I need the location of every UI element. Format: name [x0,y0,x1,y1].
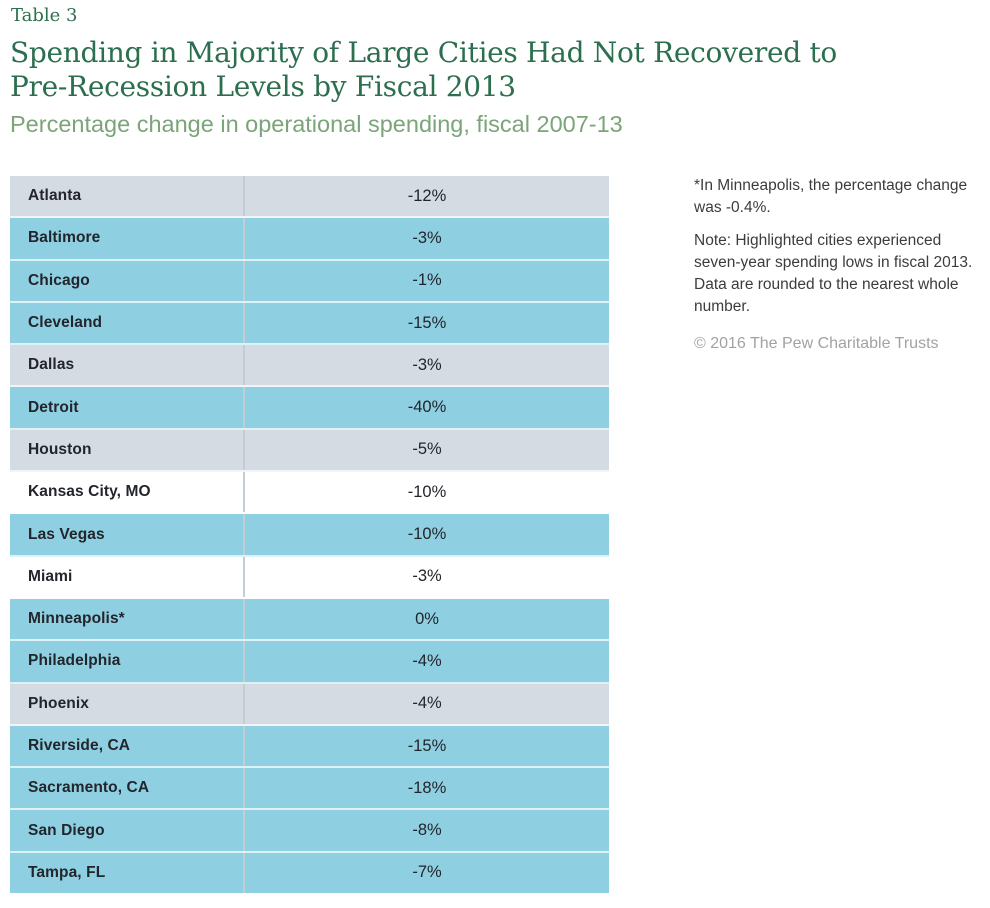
table-row: Chicago -1% [10,260,609,303]
table-row: Tampa, FL -7% [10,852,609,894]
note-line: seven-year spending lows in fiscal 2013. [694,254,973,271]
table-row: Riverside, CA -15% [10,725,609,769]
note-line: *In Minneapolis, the percentage change [694,177,968,194]
value-cell: -8% [243,810,609,851]
city-cell: Riverside, CA [28,737,131,754]
value-cell: 0% [243,598,609,640]
city-cell: Miami [28,567,73,585]
city-cell: Houston [28,440,92,458]
note-line: was -0.4%. [694,199,771,216]
city-cell: Detroit [28,398,79,416]
city-cell: Kansas City, MO [28,483,151,501]
value-cell: -18% [243,768,609,809]
value-cell: -4% [243,641,609,682]
city-cell: Philadelphia [28,652,121,670]
table-number-label: Table 3 [11,5,78,26]
notes-panel: *In Minneapolis, the percentage change w… [694,175,986,355]
city-cell: Las Vegas [28,525,105,543]
city-cell: Sacramento, CA [28,779,150,797]
table-row: Cleveland -15% [10,302,609,346]
table-row: Minneapolis* 0% [10,598,609,642]
city-cell: Atlanta [28,187,82,205]
table-row: Baltimore -3% [10,218,609,261]
value-cell: -10% [243,514,609,555]
value-cell: -3% [243,556,609,597]
figure-title: Spending in Majority of Large Cities Had… [10,36,837,104]
table-row: Phoenix -4% [10,683,609,726]
city-cell: Chicago [28,271,90,289]
city-cell: Phoenix [28,694,89,712]
city-cell: Baltimore [28,229,101,247]
city-cell: Cleveland [28,314,103,332]
table-row: Miami -3% [10,556,609,599]
table-row: San Diego -8% [10,810,609,853]
value-cell: -4% [243,683,609,724]
value-cell: -10% [243,472,609,513]
value-cell: -1% [243,260,609,301]
value-cell: -12% [243,176,609,217]
note-line: number. [694,298,751,315]
figure-title-line-1: Spending in Majority of Large Cities Had… [10,36,837,69]
value-cell: -15% [243,302,609,344]
table-row: Houston -5% [10,429,609,473]
table-row: Atlanta -12% [10,176,609,219]
note-line: Data are rounded to the nearest whole [694,276,959,293]
note-line: Note: Highlighted cities experienced [694,232,942,249]
table-row: Philadelphia -4% [10,641,609,684]
asterisk-note: *In Minneapolis, the percentage change w… [694,175,986,219]
value-cell: -5% [243,429,609,471]
city-cell: Dallas [28,356,75,374]
figure-title-line-2: Pre-Recession Levels by Fiscal 2013 [10,70,516,103]
value-cell: -3% [243,218,609,259]
general-note: Note: Highlighted cities experienced sev… [694,230,986,318]
value-cell: -7% [243,852,609,894]
value-cell: -3% [243,345,609,386]
table-row: Sacramento, CA -18% [10,768,609,811]
city-cell: San Diego [28,821,105,839]
table-row: Kansas City, MO -10% [10,472,609,515]
city-cell: Tampa, FL [28,863,106,881]
copyright-note: © 2016 The Pew Charitable Trusts [694,335,939,352]
value-cell: -15% [243,725,609,767]
figure-subtitle: Percentage change in operational spendin… [10,111,623,137]
value-cell: -40% [243,387,609,428]
city-cell: Minneapolis* [28,610,125,628]
table-row: Las Vegas -10% [10,514,609,557]
table-row: Detroit -40% [10,387,609,430]
table-row: Dallas -3% [10,345,609,388]
spending-table: Atlanta -12% Baltimore -3% Chicago -1% Clevela… [10,176,609,894]
